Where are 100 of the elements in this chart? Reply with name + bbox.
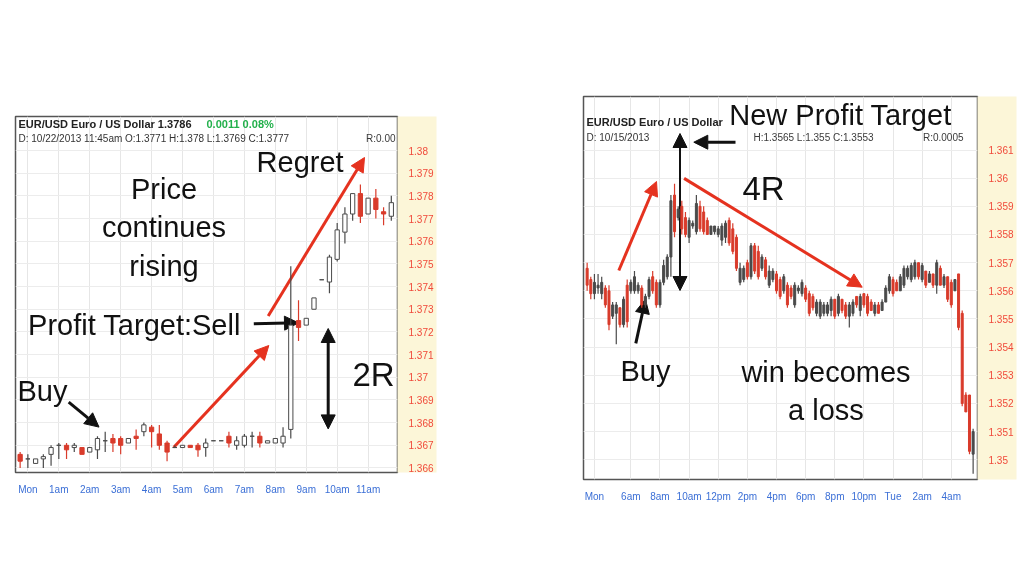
y-tick-label: 1.36	[988, 173, 1009, 185]
candlestick	[938, 264, 942, 286]
candlestick	[724, 219, 728, 244]
annotation: Price continues rising	[101, 173, 227, 282]
x-tick-label: 8pm	[825, 490, 845, 502]
candlestick	[388, 195, 394, 222]
candlestick	[295, 299, 302, 342]
annotation: R:0.0005	[922, 132, 964, 143]
x-tick-label: 4am	[941, 490, 962, 502]
x-tick-label: Tue	[884, 490, 902, 502]
candlestick	[785, 281, 789, 309]
candlestick	[891, 276, 895, 298]
candlestick	[738, 262, 742, 286]
y-tick-label: 1.372	[408, 326, 434, 338]
candlestick	[110, 433, 116, 453]
candlestick	[148, 424, 155, 449]
y-tick-label: 1.353	[988, 370, 1014, 382]
candlestick	[920, 262, 924, 283]
candlestick	[946, 276, 950, 303]
candlestick	[818, 298, 822, 320]
candlestick	[156, 424, 162, 451]
x-tick-label: 6pm	[795, 490, 816, 502]
candlestick	[833, 298, 837, 320]
y-tick-label: 1.351	[988, 426, 1014, 438]
candlestick	[164, 440, 170, 462]
y-tick-label: 1.357	[988, 257, 1014, 269]
candlestick	[767, 264, 771, 289]
y-tick-label: 1.376	[408, 236, 434, 248]
text: D: 10/15/2013	[586, 132, 650, 143]
candlestick	[913, 259, 917, 281]
x-tick-label: 11am	[355, 483, 381, 495]
x-tick-label: 8am	[650, 490, 670, 502]
annotation: 0.0011 0.08%	[206, 117, 274, 130]
candlestick	[764, 256, 768, 281]
candlestick	[807, 290, 811, 317]
y-tick-label: 1.379	[408, 168, 434, 180]
x-tick-label: 4am	[141, 483, 162, 495]
x-tick-label: 6am	[203, 483, 224, 495]
candlestick	[949, 278, 953, 309]
y-tick-label: 1.369	[408, 394, 434, 406]
candlestick	[596, 273, 600, 295]
candlestick	[680, 200, 684, 236]
y-tick-label: 1.366	[408, 462, 434, 474]
y-tick-label: 1.368	[408, 417, 434, 429]
candlestick	[357, 183, 364, 224]
candlestick	[654, 278, 658, 309]
annotation: 4R	[742, 170, 785, 208]
candlestick	[94, 435, 101, 460]
x-tick-label: 2am	[80, 483, 100, 495]
x-tick-label: 7am	[234, 483, 255, 495]
y-tick-label: 1.37	[408, 372, 429, 384]
annotation: H:1.3565 L:1.355 C:1.3553	[753, 132, 875, 143]
x-tick-label: Mon	[584, 490, 605, 502]
x-tick-label: 2am	[912, 490, 932, 502]
y-tick-label: 1.375	[408, 258, 434, 270]
x-tick-label: 9am	[296, 483, 316, 495]
candlestick	[935, 259, 939, 295]
candlestick	[600, 276, 604, 300]
y-tick-label: 1.371	[408, 349, 434, 361]
annotation: Buy	[620, 354, 671, 387]
annotation: win becomes a loss	[740, 356, 911, 427]
y-tick-label: 1.38	[408, 145, 429, 157]
candlestick	[280, 426, 286, 449]
text: EUR/USD Euro / US Dollar	[586, 115, 724, 128]
y-tick-label: 1.354	[988, 342, 1014, 354]
y-tick-label: 1.367	[408, 440, 434, 452]
y-tick-label: 1.358	[988, 229, 1014, 241]
x-tick-label: 6am	[621, 490, 641, 502]
annotation: New Profit Target	[729, 98, 952, 131]
candlestick	[836, 293, 840, 317]
x-tick-label: 12pm	[705, 490, 731, 502]
candlestick	[917, 262, 921, 281]
x-tick-label: 8am	[265, 483, 286, 495]
annotation: R:0.00	[366, 133, 396, 144]
candlestick	[774, 270, 778, 295]
candlestick	[350, 193, 356, 222]
candlestick	[203, 437, 209, 458]
candlestick	[380, 206, 387, 226]
y-tick-label: 1.373	[408, 304, 434, 316]
annotation: Profit Target:Sell	[28, 309, 241, 342]
candlestick	[373, 188, 379, 220]
candlestick	[618, 307, 622, 329]
candlestick	[720, 222, 724, 247]
candlestick	[133, 428, 139, 451]
chart-title: EUR/USD Euro / US Dollar 1.3786	[18, 117, 192, 130]
x-tick-label: 10pm	[851, 490, 877, 502]
candlestick	[698, 200, 702, 233]
x-tick-label: 10am	[324, 483, 350, 495]
text: D: 10/22/2013 11:45am O:1.3771 H:1.378 L:1.3769 C:1.3777	[18, 133, 290, 144]
y-tick-label: 1.378	[408, 190, 434, 202]
y-tick-label: 1.35	[988, 454, 1009, 466]
x-tick-label: 10am	[676, 490, 702, 502]
candlestick	[902, 264, 906, 289]
y-tick-label: 1.352	[988, 398, 1014, 410]
annotation: Regret	[256, 145, 344, 178]
x-tick-label: Mon	[18, 483, 38, 495]
y-tick-label: 1.356	[988, 285, 1014, 297]
candlestick	[48, 444, 54, 467]
x-tick-label: 4pm	[766, 490, 787, 502]
y-tick-label: 1.355	[988, 313, 1014, 325]
